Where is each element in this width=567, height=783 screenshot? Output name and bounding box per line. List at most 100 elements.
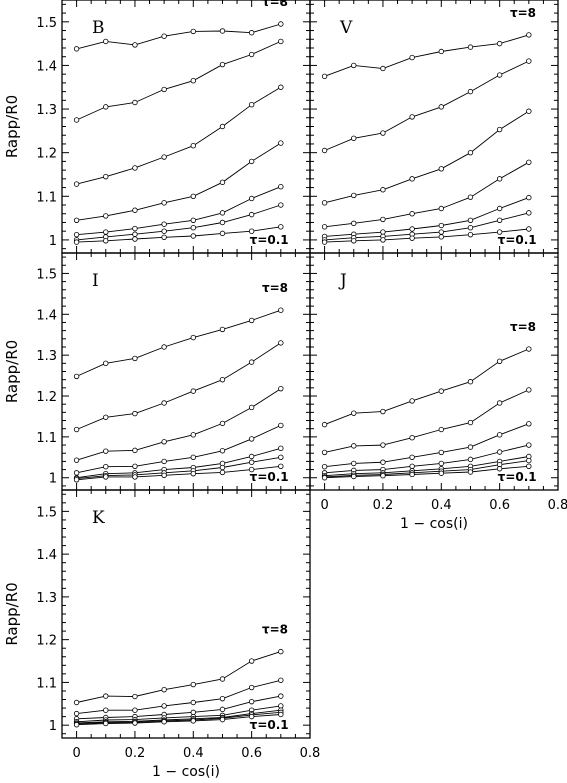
panel-b-data-point (219, 230, 226, 237)
panel-i-data-point (248, 453, 255, 460)
panel-i-data-point (278, 422, 284, 429)
panel-k-ytick-label: 1.5 (36, 505, 57, 520)
panel-j-series-line (324, 460, 529, 478)
panel-i-data-point (278, 463, 284, 469)
panel-i-ytick-label: 1.4 (36, 308, 57, 323)
panel-b-ytick-label: 1.5 (36, 16, 57, 31)
panel-k-data-point (161, 686, 167, 693)
panel-b-ytick-label: 1.3 (36, 103, 57, 118)
panel-k-data-point (248, 698, 255, 705)
panel-v-data-point (321, 147, 328, 154)
panel-k-data-point (73, 710, 80, 717)
panel-k-data-point (219, 716, 226, 723)
panel-i-data-point (190, 388, 196, 394)
panel-v-data-point (526, 226, 532, 232)
panel-v-data-point (438, 166, 444, 172)
panel-b-data-point (278, 38, 284, 45)
panel-i-data-point (132, 355, 138, 362)
panel-k-data-point (219, 695, 226, 702)
panel-v-data-point (496, 126, 503, 133)
panel-j-data-point (321, 475, 328, 481)
panel-i-data-point (248, 404, 255, 411)
panel-j-data-point (467, 469, 474, 475)
panel-b-data-point (161, 33, 167, 39)
panel-j-data-point (351, 410, 357, 416)
panel-v-data-point (438, 234, 444, 240)
panel-k-data-point (278, 711, 284, 718)
panel-i-data-point (190, 334, 196, 341)
panel-k-ytick-label: 1.4 (36, 548, 57, 563)
panel-k-data-point (248, 658, 255, 664)
panel-b-tau-bottom-label: τ=0.1 (250, 233, 289, 247)
panel-k-data-point (190, 718, 196, 724)
panel-b-data-point (248, 228, 255, 234)
panel-i-data-point (161, 472, 167, 478)
panel-b-data-point (248, 30, 255, 36)
panel-k-ylabel: Rapp/R0 (3, 582, 21, 645)
panel-v-data-point (351, 62, 357, 69)
panel-v-data-point (526, 108, 532, 114)
panel-v-data-point (321, 224, 328, 230)
panel-v-data-point (438, 222, 444, 229)
panel-b-ytick-label: 1.1 (36, 190, 57, 205)
panel-i-data-point (248, 436, 255, 442)
panel-i-series-line (76, 456, 281, 480)
panel-k-data-point (132, 693, 138, 700)
panel-k-data-point (73, 722, 80, 728)
panel-b-data-point (278, 140, 284, 146)
panel-b-ylabel: Rapp/R0 (3, 95, 21, 158)
panel-v-data-point (438, 205, 444, 212)
panel-b-data-point (73, 46, 80, 52)
panel-j-series-line (324, 348, 529, 426)
panel-v-data-point (380, 130, 386, 136)
panel-i-data-point (103, 474, 109, 480)
panel-i-data-point (248, 459, 255, 465)
panel-k-xtick-label: 0.2 (125, 746, 146, 761)
panel-v-data-point (380, 216, 386, 223)
panel-b-data-point (132, 225, 138, 232)
panel-k-tau-top-label: τ=8 (262, 623, 288, 637)
panel-i-data-point (103, 360, 109, 367)
panel-b-data-point (190, 142, 196, 149)
panel-v-data-point (467, 88, 474, 95)
panel-b-ytick-label: 1 (49, 234, 57, 249)
panel-k-data-point (278, 677, 284, 683)
panel-b-data-point (132, 165, 138, 171)
panel-v-data-point (526, 159, 532, 165)
panel-k-band-label: K (92, 508, 105, 528)
panel-b-data-point (132, 231, 138, 237)
panel-i-data-point (278, 445, 284, 452)
panel-b-series-line (76, 23, 281, 50)
panel-i-series-line (76, 309, 281, 377)
panel-j-data-point (321, 449, 328, 456)
panel-j-data-point (409, 434, 415, 441)
panel-i-ylabel: Rapp/R0 (3, 340, 21, 403)
panel-v-band-label: V (339, 18, 353, 38)
panel-j-xtick-label: 0.2 (373, 498, 394, 513)
panel-k-data-point (248, 713, 255, 720)
panel-j-data-point (409, 454, 415, 461)
panel-i-data-point (190, 454, 196, 461)
panel-k-data-point (161, 703, 167, 709)
panel-i-ytick-label: 1.2 (36, 390, 57, 405)
panel-b-data-point (219, 61, 226, 68)
panel-j-data-point (496, 466, 503, 472)
panel-k-series-line (76, 705, 281, 723)
panel-j-series-line (324, 465, 529, 479)
panel-i-data-point (219, 326, 226, 333)
panel-b-data-point (248, 51, 255, 58)
panel-b-data-point (161, 154, 167, 160)
panel-b-ytick-label: 1.4 (36, 59, 57, 74)
panel-b-data-point (278, 84, 284, 90)
panel-v-series-line (324, 228, 529, 243)
panel-b-ytick-label: 1.2 (36, 147, 57, 162)
panel-v-data-point (409, 176, 415, 182)
panel-b-data-point (73, 239, 80, 245)
panel-j-data-point (467, 456, 474, 463)
panel-b-data-point (132, 207, 138, 213)
panel-j-xtick-label: 0.4 (431, 498, 452, 513)
panel-v-series-line (324, 197, 529, 237)
panel-j-data-point (438, 460, 444, 467)
panel-k-series-line (76, 714, 281, 726)
panel-k-tau-bottom-label: τ=0.1 (250, 718, 289, 732)
